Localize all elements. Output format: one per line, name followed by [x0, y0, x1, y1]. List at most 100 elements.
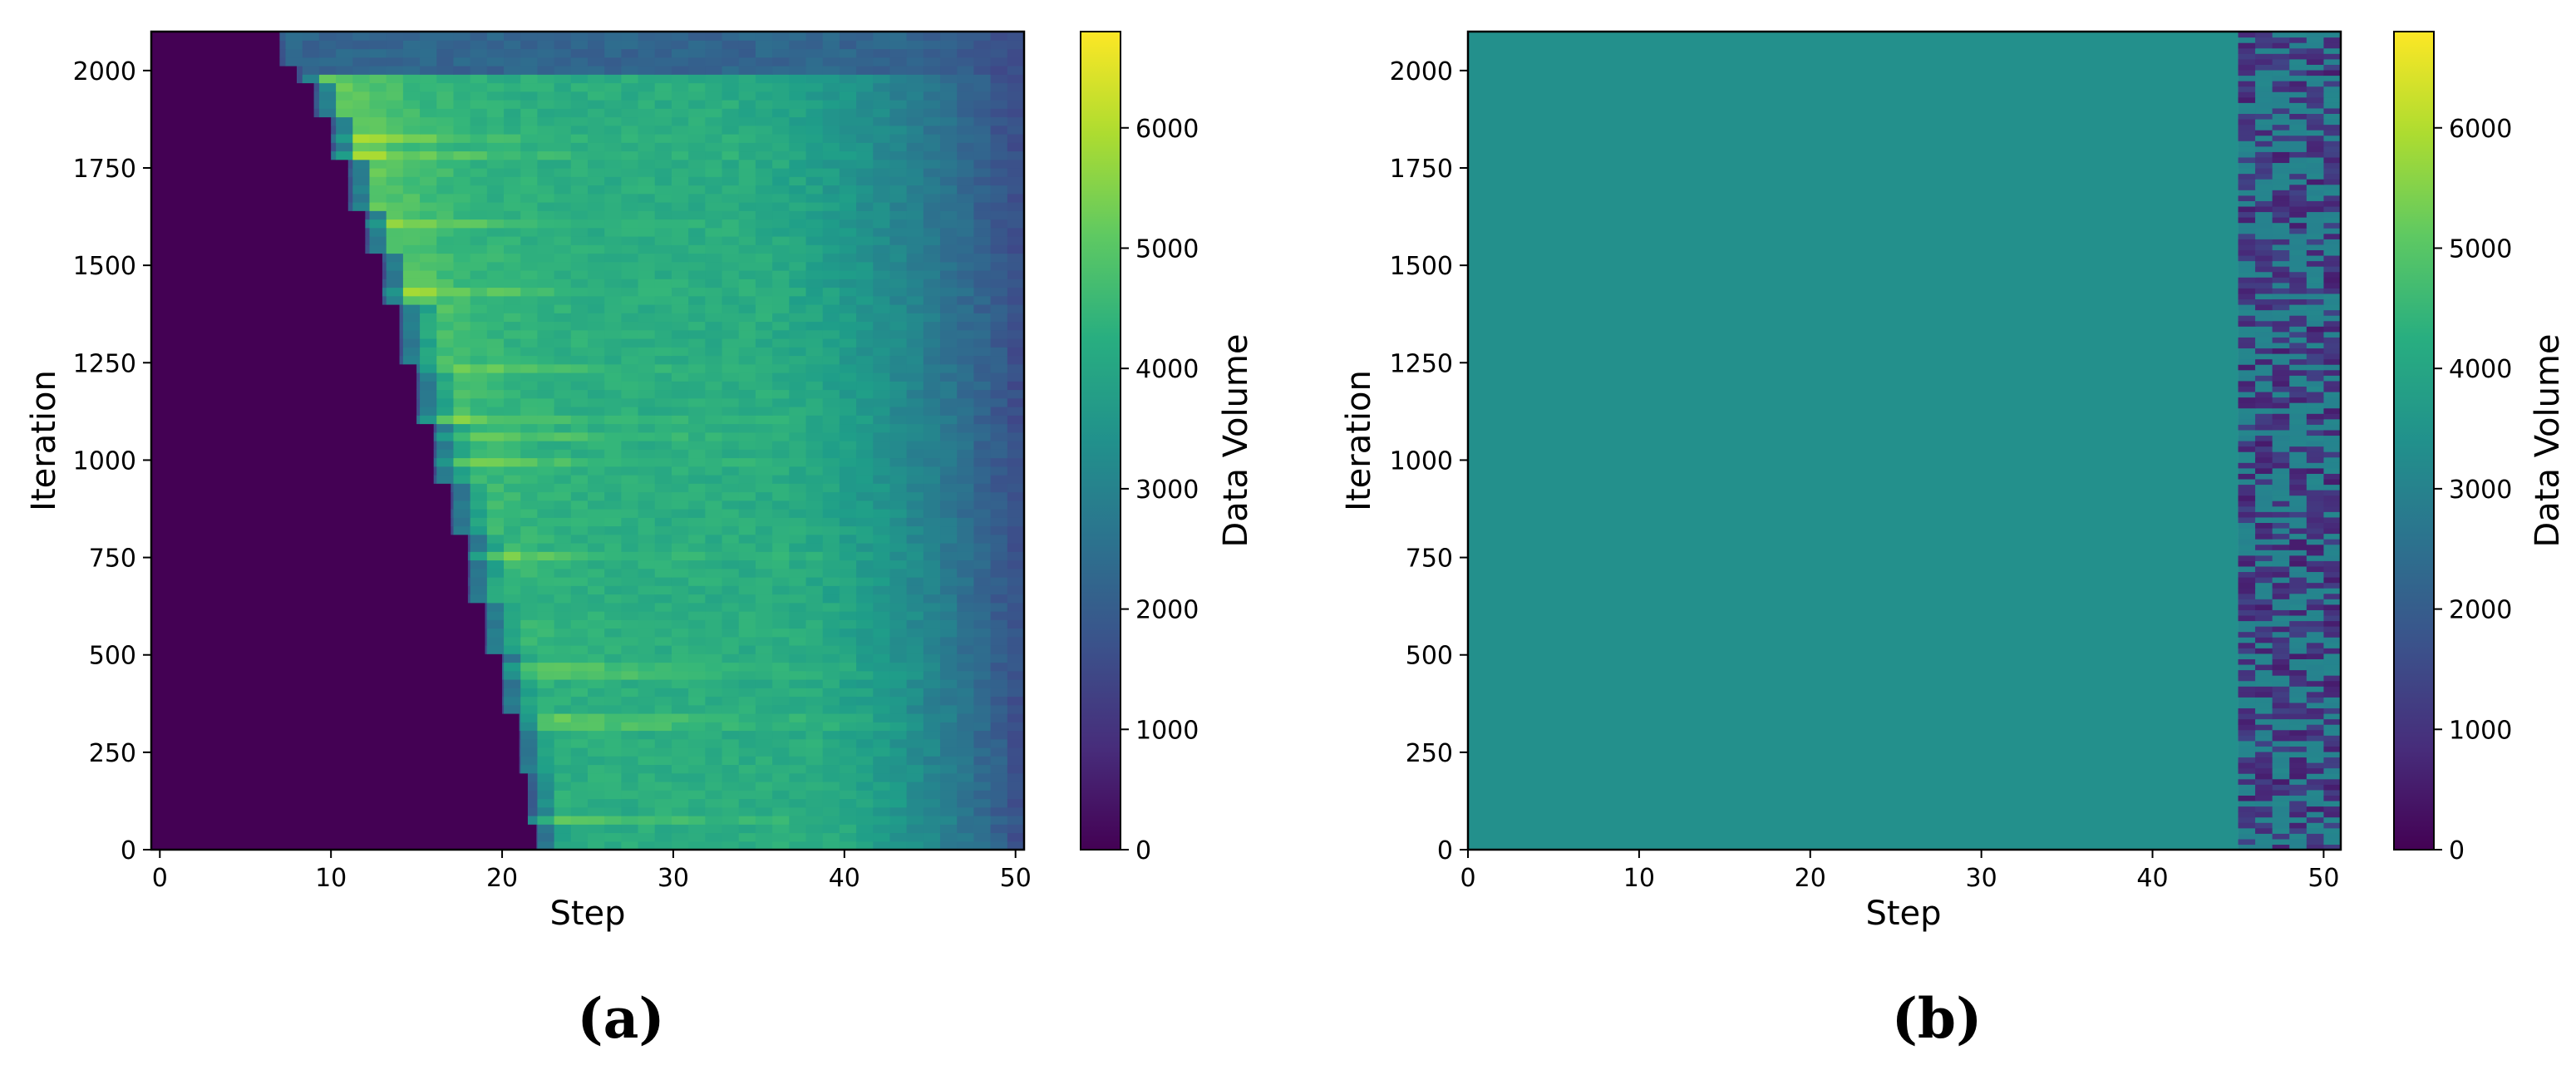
heatmap-cell	[990, 772, 1008, 782]
heatmap-cell	[2238, 757, 2256, 763]
heatmap-cell	[638, 150, 656, 160]
heatmap-cell	[722, 730, 740, 740]
heatmap-cell	[436, 66, 455, 75]
heatmap-cell	[470, 32, 488, 41]
heatmap-cell	[671, 40, 689, 50]
heatmap-cell	[420, 363, 437, 373]
heatmap-cell	[436, 82, 455, 92]
heatmap-cell	[2272, 320, 2290, 327]
heatmap-cell	[772, 48, 790, 58]
colorbar-tick-label: 1000	[1135, 716, 1199, 745]
heatmap-cell	[467, 577, 471, 586]
heatmap-cell	[772, 372, 790, 382]
heatmap-cell	[570, 108, 589, 118]
heatmap-cell	[2255, 184, 2273, 190]
heatmap-cell	[2289, 833, 2308, 840]
heatmap-cell	[889, 40, 908, 50]
heatmap-cell	[537, 475, 555, 484]
heatmap-cell	[1007, 150, 1025, 160]
heatmap-cell	[973, 48, 992, 58]
heatmap-cell	[2289, 544, 2308, 550]
heatmap-cell	[789, 679, 807, 688]
heatmap-cell	[537, 551, 555, 561]
heatmap-cell	[906, 645, 924, 654]
heatmap-cell	[671, 509, 689, 518]
heatmap-cell	[772, 594, 790, 604]
heatmap-cell	[2289, 418, 2308, 425]
heatmap-cell	[805, 483, 824, 493]
heatmap-cell	[772, 679, 790, 688]
heatmap-cell	[2306, 456, 2325, 463]
heatmap-cell	[638, 772, 656, 782]
heatmap-cell	[923, 568, 941, 578]
heatmap-cell	[402, 202, 421, 211]
heatmap-cell	[940, 57, 958, 67]
heatmap-cell	[621, 628, 639, 638]
heatmap-cell	[2255, 838, 2273, 846]
heatmap-cell	[738, 772, 756, 782]
heatmap-cell	[873, 713, 891, 722]
heatmap-cell	[755, 594, 773, 604]
heatmap-cell	[1007, 355, 1025, 365]
heatmap-cell	[453, 381, 471, 391]
heatmap-cell	[873, 347, 891, 357]
heatmap-cell	[2323, 81, 2342, 87]
heatmap-cell	[554, 295, 572, 305]
heatmap-cell	[453, 407, 471, 416]
heatmap-cell	[2238, 369, 2256, 376]
heatmap-cell	[604, 100, 622, 109]
heatmap-cell	[957, 738, 975, 748]
heatmap-cell	[570, 82, 589, 92]
heatmap-cell	[2272, 516, 2290, 523]
heatmap-cell	[2323, 680, 2342, 687]
heatmap-cell	[604, 696, 622, 706]
heatmap-cell	[990, 261, 1008, 271]
heatmap-cell	[889, 159, 908, 169]
heatmap-cell	[940, 40, 958, 50]
heatmap-cell	[906, 193, 924, 203]
heatmap-cell	[2255, 418, 2273, 425]
heatmap-cell	[402, 313, 421, 323]
heatmap-cell	[654, 108, 672, 118]
heatmap-cell	[2255, 827, 2273, 834]
heatmap-cell	[537, 372, 555, 382]
heatmap-cell	[805, 236, 824, 245]
heatmap-cell	[2323, 800, 2342, 807]
heatmap-cell	[822, 525, 840, 535]
heatmap-cell	[519, 756, 521, 766]
heatmap-cell	[570, 431, 589, 441]
heatmap-cell	[2255, 413, 2273, 420]
heatmap-cell	[2255, 124, 2273, 131]
heatmap-cell	[433, 441, 437, 450]
heatmap-cell	[420, 142, 437, 152]
heatmap-cell	[402, 91, 421, 101]
heatmap-cell	[416, 415, 421, 425]
heatmap-cell	[889, 82, 908, 92]
heatmap-cell	[537, 611, 555, 620]
heatmap-cell	[973, 159, 992, 169]
heatmap-cell	[2255, 626, 2273, 633]
heatmap-cell	[839, 551, 857, 561]
heatmap-cell	[2323, 582, 2342, 589]
heatmap-cell	[1007, 125, 1025, 135]
heatmap-cell	[638, 806, 656, 816]
heatmap-cell	[957, 125, 975, 135]
heatmap-cell	[588, 304, 605, 313]
heatmap-cell	[923, 713, 941, 722]
y-tick-label: 750	[1406, 545, 1453, 574]
heatmap-cell	[2323, 484, 2342, 491]
heatmap-cell	[2238, 233, 2256, 239]
heatmap-cell	[638, 142, 656, 152]
heatmap-cell	[537, 679, 555, 688]
heatmap-cell	[671, 159, 689, 169]
heatmap-cell	[973, 653, 992, 663]
heatmap-cell	[638, 227, 656, 237]
heatmap-cell	[722, 431, 740, 441]
heatmap-cell	[504, 636, 521, 646]
heatmap-cell	[688, 321, 706, 331]
heatmap-cell	[805, 832, 824, 842]
heatmap-cell	[923, 560, 941, 569]
heatmap-cell	[520, 74, 539, 84]
heatmap-cell	[654, 696, 672, 706]
heatmap-cell	[554, 227, 572, 237]
